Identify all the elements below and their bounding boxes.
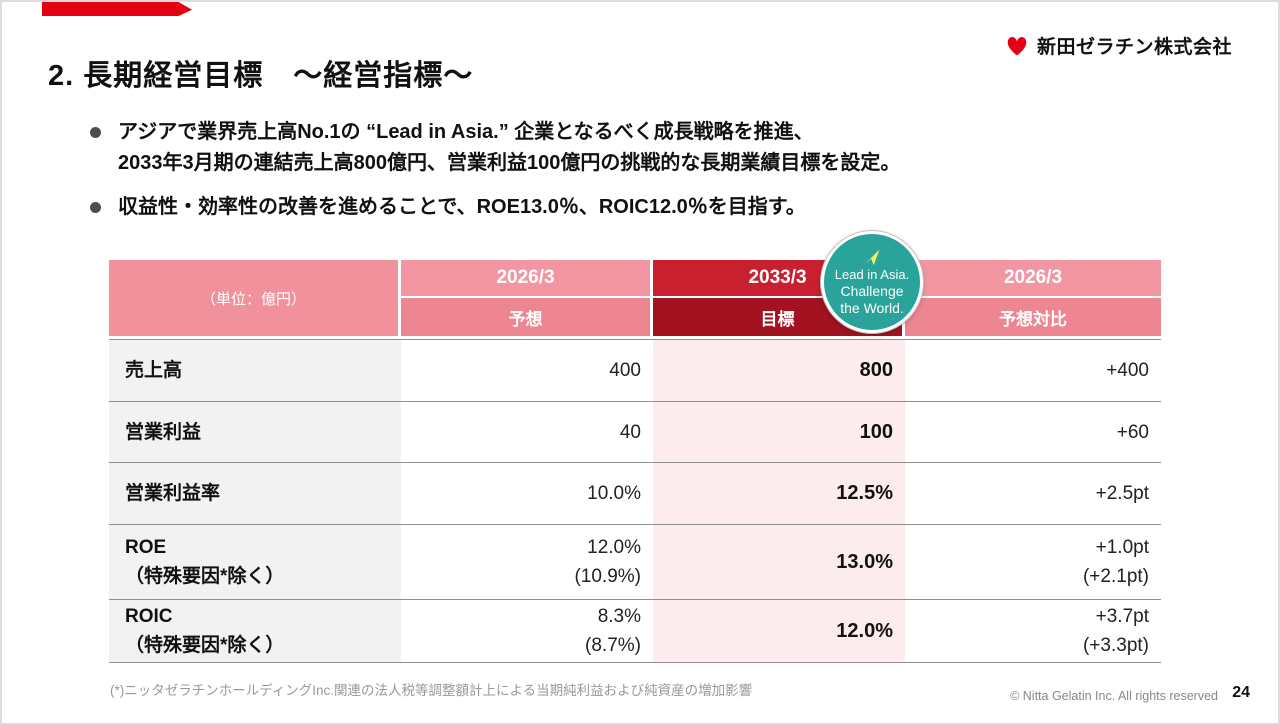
cell-label: 営業利益: [109, 402, 401, 462]
cell-comparison: +2.5pt: [905, 463, 1161, 524]
column-header-label-comparison: 予想対比: [905, 298, 1161, 336]
cell-forecast: 10.0%: [401, 463, 653, 524]
cell-label: ROIC （特殊要因*除く）: [109, 600, 401, 662]
row-label: 営業利益: [125, 421, 202, 443]
nitta-logo-icon: [1007, 37, 1027, 56]
cell-label: 売上高: [109, 340, 401, 401]
comparison-value: +400: [1106, 360, 1149, 381]
bullet-icon: [90, 202, 101, 213]
column-header-period-comparison: 2026/3: [905, 260, 1161, 298]
comparison-note: (+2.1pt): [1082, 566, 1149, 587]
forecast-value: 10.0%: [587, 483, 641, 504]
comparison-value: +3.7pt: [1095, 606, 1149, 627]
paper-plane-icon: [864, 249, 880, 266]
bullet-icon: [90, 127, 101, 138]
target-value: 800: [859, 359, 893, 381]
cell-comparison: +1.0pt (+2.1pt): [905, 525, 1161, 599]
page-number: 24: [1232, 684, 1250, 701]
bullet-line: 収益性・効率性の改善を進めることで、ROE13.0％、ROIC12.0％を目指す…: [118, 196, 806, 218]
target-value: 12.5%: [836, 482, 893, 504]
top-left-ribbon: [42, 2, 192, 16]
forecast-value: 8.3%: [597, 606, 641, 627]
company-name: 新田ゼラチン株式会社: [1036, 37, 1232, 58]
cell-forecast: 12.0% (10.9%): [401, 525, 653, 599]
target-value: 12.0%: [836, 619, 893, 642]
table-body: 売上高 400 800 +400 営業利益: [109, 339, 1161, 663]
badge-line: Challenge: [840, 283, 904, 299]
bullet-text: 収益性・効率性の改善を進めることで、ROE13.0％、ROIC12.0％を目指す…: [118, 192, 806, 223]
comparison-value: +1.0pt: [1095, 537, 1149, 558]
bullet-item: アジアで業界売上高No.1の “Lead in Asia.” 企業となるべく成長…: [90, 117, 1180, 179]
cell-forecast: 400: [401, 340, 653, 401]
table-row: 営業利益率 10.0% 12.5% +2.5pt: [109, 462, 1161, 524]
forecast-note: (10.9%): [574, 566, 641, 587]
bullet-list: アジアで業界売上高No.1の “Lead in Asia.” 企業となるべく成長…: [90, 117, 1180, 236]
cell-label: ROE （特殊要因*除く）: [109, 525, 401, 599]
table-row: 売上高 400 800 +400: [109, 339, 1161, 401]
bullet-line: 2033年3月期の連結売上高800億円、営業利益100億円の挑戦的な長期業績目標…: [118, 152, 901, 174]
unit-label-cell: （単位：億円）: [109, 260, 401, 336]
cell-target: 100: [653, 402, 905, 462]
copyright: © Nitta Gelatin Inc. All rights reserved: [1010, 689, 1218, 703]
footnote: (*)ニッタゼラチンホールディングInc.関連の法人税等調整額計上による当期純利…: [110, 683, 753, 698]
cell-comparison: +60: [905, 402, 1161, 462]
table-header: （単位：億円） 2026/3 2033/3 2026/3 予想 目標 予想対比: [109, 260, 1161, 336]
row-label: 売上高: [125, 360, 183, 381]
slide-title: 2. 長期経営目標 ～経営指標～: [48, 60, 474, 92]
cell-label: 営業利益率: [109, 463, 401, 524]
row-label-note: （特殊要因*除く）: [125, 566, 285, 587]
cell-comparison: +3.7pt (+3.3pt): [905, 600, 1161, 662]
bullet-line: アジアで業界売上高No.1の “Lead in Asia.” 企業となるべく成長…: [118, 121, 814, 143]
column-header-label-forecast: 予想: [401, 298, 653, 336]
badge-line: Lead in Asia.: [834, 267, 910, 282]
comparison-value: +2.5pt: [1095, 483, 1149, 504]
target-value: 13.0%: [836, 550, 893, 573]
table-row: ROE （特殊要因*除く） 12.0% (10.9%) 13.0% +1.0pt…: [109, 524, 1161, 599]
metrics-table: （単位：億円） 2026/3 2033/3 2026/3 予想 目標 予想対比 …: [109, 260, 1161, 663]
company-logo: 新田ゼラチン株式会社: [1004, 32, 1232, 59]
bullet-item: 収益性・効率性の改善を進めることで、ROE13.0％、ROIC12.0％を目指す…: [90, 192, 1180, 223]
row-label: ROE: [125, 537, 167, 558]
forecast-value: 12.0%: [587, 537, 641, 558]
comparison-value: +60: [1116, 421, 1149, 443]
cell-target: 12.5%: [653, 463, 905, 524]
row-label: 営業利益率: [125, 483, 221, 504]
badge-line: the World.: [840, 300, 904, 316]
bullet-text: アジアで業界売上高No.1の “Lead in Asia.” 企業となるべく成長…: [118, 117, 900, 179]
target-value: 100: [859, 420, 893, 443]
cell-forecast: 40: [401, 402, 653, 462]
table-row: ROIC （特殊要因*除く） 8.3% (8.7%) 12.0% +3.7pt …: [109, 599, 1161, 662]
row-label: ROIC: [125, 606, 173, 627]
cell-target: 13.0%: [653, 525, 905, 599]
table-row: 営業利益 40 100 +60: [109, 401, 1161, 462]
forecast-value: 40: [619, 421, 641, 443]
cell-comparison: +400: [905, 340, 1161, 401]
forecast-note: (8.7%): [585, 635, 641, 656]
cell-target: 800: [653, 340, 905, 401]
lead-in-asia-badge: Lead in Asia. Challenge the World.: [821, 231, 923, 333]
row-label-note: （特殊要因*除く）: [125, 635, 285, 656]
cell-forecast: 8.3% (8.7%): [401, 600, 653, 662]
cell-target: 12.0%: [653, 600, 905, 662]
forecast-value: 400: [609, 360, 641, 381]
column-header-period-forecast: 2026/3: [401, 260, 653, 298]
comparison-note: (+3.3pt): [1082, 635, 1149, 656]
